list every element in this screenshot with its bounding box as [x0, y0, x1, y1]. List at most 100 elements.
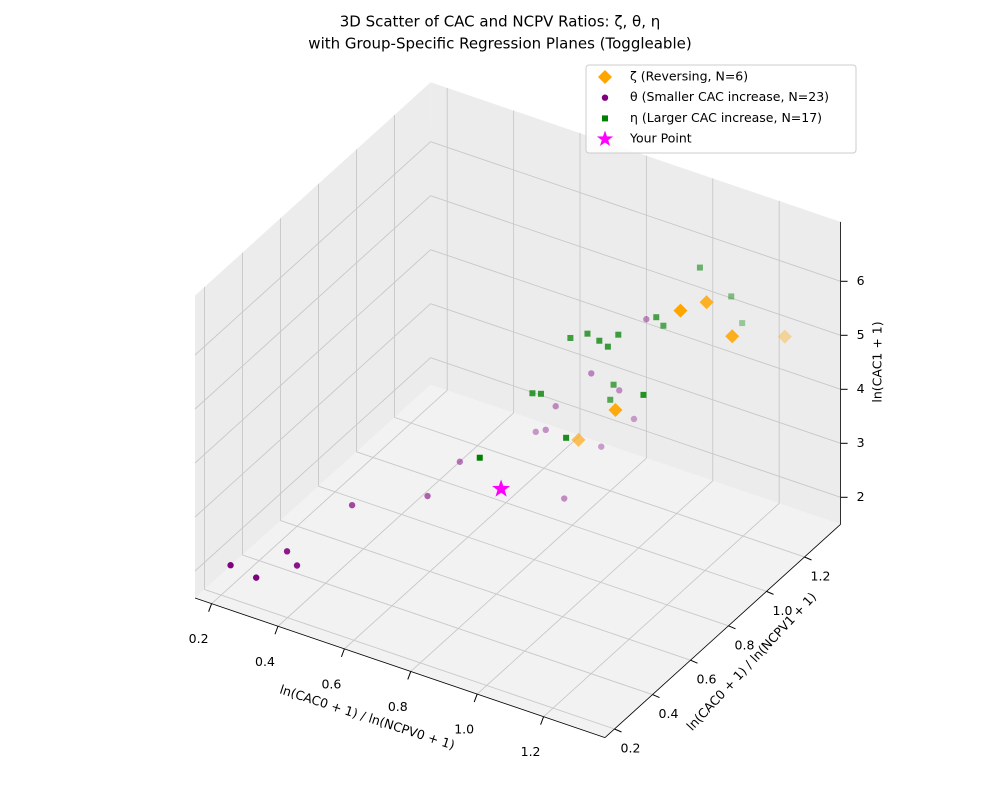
- point: [561, 495, 568, 502]
- grid-line: [344, 435, 581, 650]
- grid-line: [410, 457, 647, 672]
- y-tick-label: 1.0: [773, 603, 793, 618]
- grid-line: [194, 141, 431, 356]
- point: [537, 390, 544, 397]
- axis-line: [604, 524, 841, 738]
- back-pane: [430, 82, 841, 525]
- point: [616, 387, 623, 394]
- grid-line: [430, 249, 841, 390]
- legend-marker: [602, 115, 608, 122]
- z-axis-label: ln(CAC1 + 1): [870, 321, 885, 402]
- point: [542, 426, 549, 434]
- chart-title: with Group-Specific Regression Planes (T…: [308, 35, 691, 53]
- tick-mark: [614, 728, 622, 733]
- legend-marker: [601, 94, 609, 101]
- grid-line: [476, 480, 714, 695]
- z-tick-label: 2: [857, 489, 865, 504]
- point: [615, 331, 622, 338]
- grid-line: [280, 520, 691, 661]
- x-tick-label: 1.0: [454, 722, 474, 737]
- y-tick-label: 0.4: [659, 706, 679, 721]
- point: [777, 329, 792, 344]
- point: [227, 562, 234, 569]
- point: [532, 428, 539, 436]
- grid-line: [194, 195, 431, 410]
- z-tick-label: 6: [857, 273, 865, 288]
- x-tick-label: 1.2: [521, 744, 541, 759]
- axis-line: [194, 597, 606, 738]
- grid-line: [318, 485, 729, 627]
- z-tick-label: 4: [857, 381, 865, 396]
- point: [610, 381, 617, 388]
- tick-mark: [407, 671, 412, 680]
- grid-line: [194, 249, 431, 464]
- point: [456, 458, 464, 465]
- grid-line: [394, 416, 805, 558]
- y-tick-label: 0.8: [735, 637, 755, 652]
- z-tick-label: 5: [857, 327, 865, 342]
- tick-mark: [728, 625, 736, 630]
- tick-mark: [804, 556, 812, 561]
- grid-line: [204, 588, 615, 730]
- grid-line: [430, 357, 841, 498]
- point: [598, 443, 605, 450]
- y-tick-label: 0.6: [697, 672, 717, 687]
- tick-mark: [473, 693, 478, 703]
- point: [596, 337, 603, 344]
- point: [673, 303, 688, 318]
- left-pane: [195, 82, 431, 599]
- tick-mark: [208, 603, 213, 612]
- legend-marker: [598, 70, 612, 84]
- point: [699, 295, 714, 310]
- legend-label: ζ (Reversing, N=6): [630, 69, 748, 84]
- point: [653, 314, 660, 321]
- point: [283, 548, 291, 555]
- x-axis-label: ln(CAC0 + 1) / ln(NCPV0 + 1): [278, 682, 457, 753]
- point: [293, 562, 301, 569]
- legend: ζ (Reversing, N=6) θ (Smaller CAC increas…: [585, 64, 857, 154]
- point: [643, 316, 650, 323]
- x-tick-label: 0.4: [255, 654, 275, 669]
- legend-box: [585, 64, 857, 154]
- point: [607, 396, 614, 403]
- grid-line: [430, 195, 841, 336]
- point: [728, 293, 735, 300]
- point: [725, 329, 740, 344]
- point: [604, 343, 611, 350]
- point: [584, 330, 591, 337]
- tick-mark: [766, 590, 774, 595]
- legend-label: θ (Smaller CAC increase, N=23): [630, 89, 829, 104]
- point: [571, 432, 586, 447]
- grid-line: [430, 303, 841, 444]
- grid-line: [277, 412, 514, 627]
- grid-line: [543, 503, 780, 718]
- tick-mark: [652, 694, 660, 699]
- point: [563, 434, 570, 441]
- point: [739, 320, 746, 327]
- chart-title: 3D Scatter of CAC and NCPV Ratios: ζ, θ,…: [340, 13, 661, 31]
- x-tick-label: 0.8: [388, 699, 408, 714]
- point: [660, 322, 667, 329]
- point: [567, 334, 574, 341]
- point: [424, 492, 431, 500]
- point: [552, 403, 559, 410]
- tick-mark: [274, 626, 279, 635]
- grid-line: [356, 451, 767, 592]
- y-tick-label: 0.2: [621, 740, 641, 755]
- point: [630, 415, 638, 423]
- grid-line: [430, 141, 841, 282]
- legend-label: Your Point: [629, 131, 692, 146]
- z-tick-label: 3: [857, 435, 865, 450]
- point: [348, 501, 356, 509]
- grid-line: [194, 303, 431, 518]
- grid-line: [211, 390, 448, 604]
- point: [529, 390, 536, 397]
- x-tick-label: 0.6: [321, 676, 341, 691]
- tick-mark: [690, 659, 698, 664]
- grid-line: [194, 357, 431, 572]
- tick-mark: [540, 716, 545, 725]
- legend-marker: [596, 130, 614, 147]
- point: [252, 574, 260, 581]
- x-tick-label: 0.2: [189, 631, 209, 646]
